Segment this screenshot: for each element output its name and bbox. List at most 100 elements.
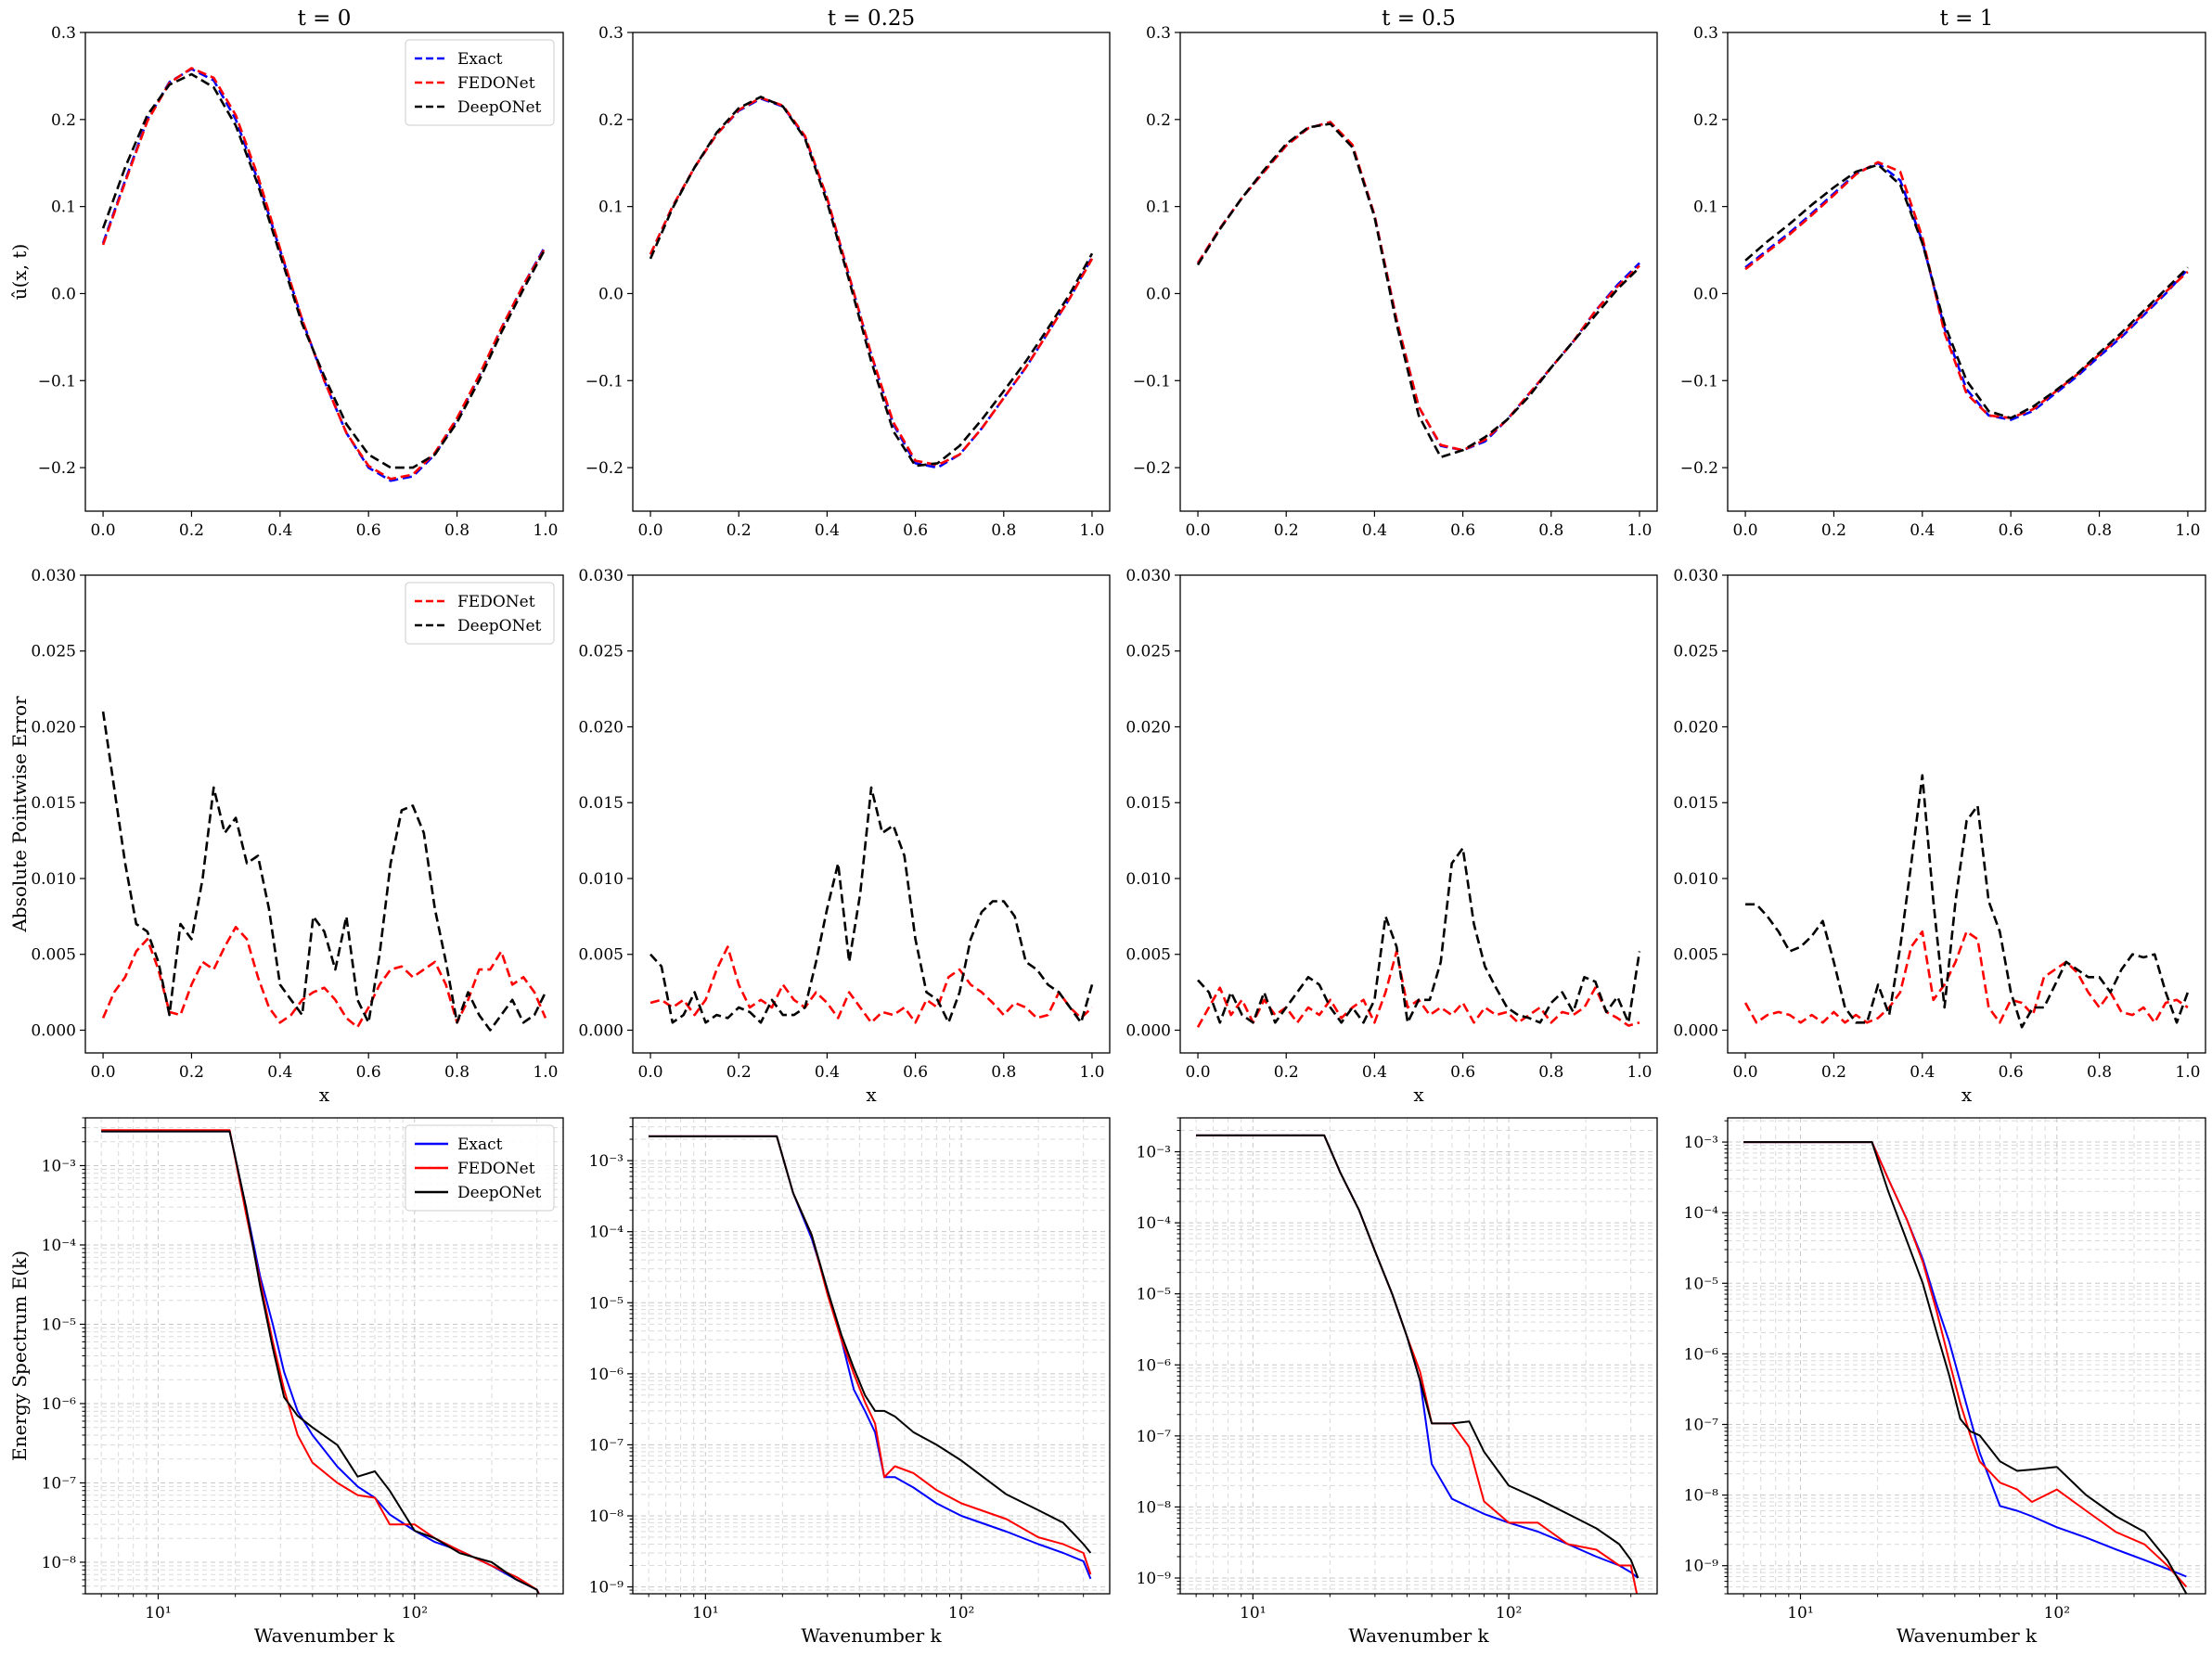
y-tick-label: 0.005 [31, 946, 76, 965]
y-tick-label: 10⁻⁷ [42, 1474, 77, 1493]
x-tick-label: 0.2 [179, 1063, 204, 1082]
series-fedonet-line [101, 67, 547, 481]
series-fedonet-line [649, 96, 1094, 467]
x-tick-label: 10² [1496, 1604, 1522, 1623]
x-tick-label: 0.8 [2087, 521, 2112, 540]
panel-t0-spectrum: 10⁻⁸ 10⁻⁷ 10⁻⁶ 10⁻⁵ 10⁻⁴ 10⁻³ 10¹ 10² Wavenumber… [8, 1117, 564, 1647]
x-tick-label: 1.0 [533, 1063, 558, 1082]
y-tick-label: 0.1 [1693, 199, 1718, 217]
x-tick-label: 0.6 [1999, 521, 2024, 540]
x-tick-label: 0.4 [267, 1063, 292, 1082]
x-tick-label: 1.0 [533, 521, 558, 540]
y-tick-label: 0.025 [1125, 643, 1171, 661]
y-tick-label: −0.2 [1133, 459, 1171, 478]
x-tick-label: 0.0 [638, 1063, 663, 1082]
series-group [1196, 1134, 1640, 1594]
y-tick-label: 0.0 [598, 285, 624, 303]
y-tick-label: −0.2 [585, 459, 624, 478]
x-axis-label: Wavenumber k [1897, 1624, 2038, 1647]
y-tick-label: 0.020 [578, 718, 624, 737]
legend-fedonet-label: FEDONet [457, 1160, 535, 1178]
y-tick-label: 0.025 [578, 643, 624, 661]
series-deeponet-line [1196, 1134, 1640, 1579]
y-tick-label: 0.030 [1125, 567, 1171, 585]
x-tick-label: 1.0 [1079, 521, 1104, 540]
legend-box [405, 39, 555, 126]
x-tick-label: 0.0 [638, 521, 663, 540]
y-tick-label: 0.005 [578, 946, 624, 965]
x-axis-label: x [1961, 1084, 1973, 1106]
x-tick-label: 10¹ [692, 1604, 718, 1623]
series-fedonet-line [1196, 950, 1640, 1028]
series-fedonet-line [649, 945, 1093, 1024]
y-tick-label: −0.2 [38, 459, 76, 478]
panel-t05-solution: −0.2 −0.1 0.0 0.1 0.2 0.3 0.0 0.2 0.4 0.6 0.8 1.0 t … [1133, 6, 1658, 540]
x-tick-label: 0.2 [1274, 521, 1299, 540]
axes-frame [1179, 1117, 1658, 1595]
y-tick-label: 10⁻⁴ [589, 1224, 624, 1242]
series-fedonet-line [1743, 1141, 2188, 1588]
series-exact-line [1743, 1141, 2187, 1578]
x-tick-label: 10¹ [145, 1604, 171, 1623]
y-tick-label: 10⁻⁵ [1137, 1286, 1172, 1304]
axes-frame [1179, 32, 1658, 512]
axes-frame [1179, 574, 1658, 1054]
y-tick-label: 10⁻⁹ [1137, 1570, 1172, 1588]
y-tick-label: −0.2 [1680, 459, 1718, 478]
series-deeponet-line [101, 1130, 540, 1594]
x-tick-label: 0.0 [1186, 1063, 1211, 1082]
x-tick-label: 10¹ [1240, 1604, 1266, 1623]
x-tick-label: 0.0 [1733, 1063, 1758, 1082]
x-tick-label: 0.8 [991, 1063, 1016, 1082]
x-tick-label: 0.8 [1538, 521, 1563, 540]
x-tick-label: 10¹ [1787, 1604, 1813, 1623]
y-tick-label: 0.030 [578, 567, 624, 585]
x-tick-label: 0.2 [1821, 1063, 1846, 1082]
x-tick-label: 0.2 [1821, 521, 1846, 540]
y-tick-label: 10⁻⁴ [42, 1237, 77, 1255]
y-tick-label: 0.025 [31, 643, 76, 661]
y-tick-label: 0.015 [31, 794, 76, 813]
series-exact-line [649, 1135, 1092, 1580]
y-tick-label: 10⁻⁸ [1137, 1498, 1172, 1517]
panel-title: t = 0 [298, 6, 352, 31]
series-group [649, 786, 1094, 1024]
y-tick-label: 0.000 [1673, 1021, 1718, 1040]
panel-t025-solution: −0.2 −0.1 0.0 0.1 0.2 0.3 0.0 0.2 0.4 0.6 0.8 1.0 t … [585, 6, 1111, 540]
y-tick-label: 0.000 [578, 1021, 624, 1040]
y-tick-label: 10⁻⁹ [1684, 1558, 1719, 1576]
panel-t1-error: 0.000 0.005 0.010 0.015 0.020 0.025 0.030 0.0 0.… [1673, 567, 2206, 1106]
series-group [1743, 1141, 2188, 1594]
x-tick-label: 0.6 [356, 1063, 381, 1082]
x-tick-label: 10² [2044, 1604, 2070, 1623]
panel-t025-spectrum: 10⁻⁹ 10⁻⁸ 10⁻⁷ 10⁻⁶ 10⁻⁵ 10⁻⁴ 10⁻³ 10¹ 10² Wavenu… [589, 1117, 1111, 1647]
y-tick-label: 10⁻⁷ [1684, 1416, 1719, 1434]
legend-deeponet-label: DeepONet [457, 617, 542, 635]
grid [85, 1117, 563, 1595]
legend: Exact FEDONet DeepONet [405, 39, 555, 126]
x-tick-label: 0.6 [903, 1063, 928, 1082]
y-axis-label: Absolute Pointwise Error [8, 696, 31, 933]
panel-t0-solution: −0.2 −0.1 0.0 0.1 0.2 0.3 0.0 0.2 0.4 0.6 0.8 1.0 t … [8, 6, 564, 540]
x-tick-label: 0.2 [1274, 1063, 1299, 1082]
axes-frame [632, 1117, 1111, 1595]
y-tick-label: 0.0 [51, 285, 76, 303]
y-tick-label: 0.0 [1146, 285, 1171, 303]
axes-frame [1727, 1117, 2206, 1595]
x-axis-label: Wavenumber k [254, 1624, 395, 1647]
y-tick-label: 10⁻³ [1137, 1144, 1171, 1162]
series-fedonet-line [1743, 930, 2189, 1024]
y-tick-label: −0.1 [1680, 372, 1718, 391]
y-tick-label: 0.3 [1693, 24, 1718, 43]
x-tick-label: 0.6 [356, 521, 381, 540]
y-tick-label: 0.020 [31, 718, 76, 737]
x-tick-label: 0.4 [1910, 1063, 1935, 1082]
x-tick-label: 0.4 [267, 521, 292, 540]
series-fedonet-line [1744, 160, 2189, 419]
series-exact-line [1744, 161, 2189, 421]
y-tick-label: 0.3 [1146, 24, 1171, 43]
legend-exact-label: Exact [457, 1135, 503, 1154]
panel-t0-error: 0.000 0.005 0.010 0.015 0.020 0.025 0.030 0.0 0.… [8, 567, 564, 1106]
x-tick-label: 0.8 [444, 1063, 469, 1082]
